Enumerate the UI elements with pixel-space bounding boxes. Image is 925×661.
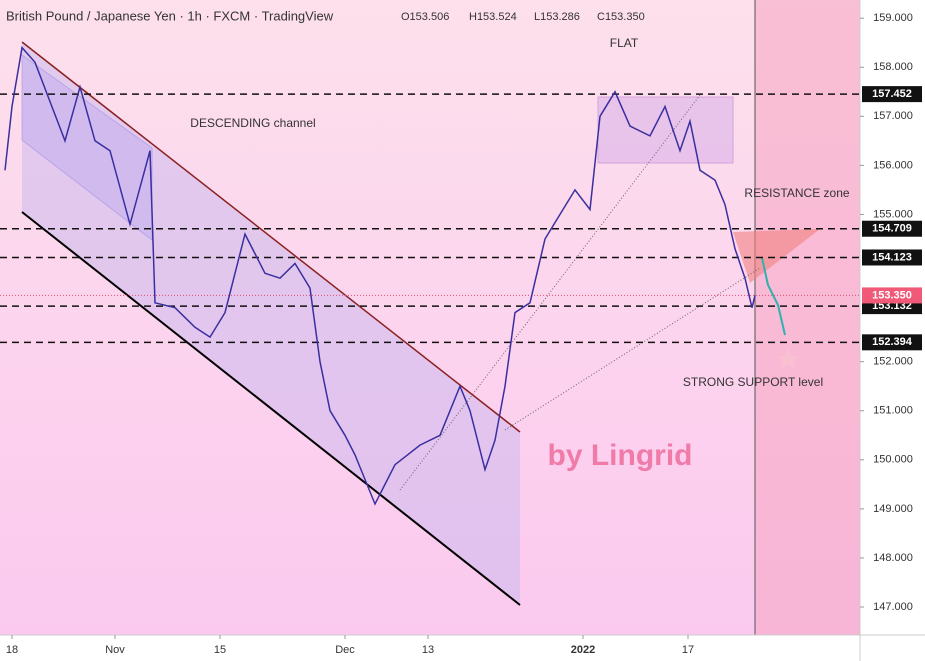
resistance-triangle <box>733 229 820 283</box>
channel-top <box>21 41 521 433</box>
price-line <box>4 45 756 506</box>
x-tick-label: 13 <box>422 644 434 656</box>
price-label: 153.350 <box>872 289 912 301</box>
annotation: RESISTANCE zone <box>744 186 849 200</box>
y-tick-label: 155.000 <box>873 208 913 220</box>
future-zone <box>755 0 860 635</box>
projection-arrow <box>761 257 786 336</box>
x-tick-label: 17 <box>682 644 694 656</box>
channel-bottom <box>21 211 521 606</box>
y-tick-label: 148.000 <box>873 552 913 564</box>
y-tick-label: 157.000 <box>873 110 913 122</box>
y-tick-label: 159.000 <box>873 12 913 24</box>
x-axis-panel <box>0 635 925 661</box>
y-axis-panel <box>860 0 925 661</box>
small-channel <box>21 54 153 242</box>
level-label: 157.452 <box>872 88 912 100</box>
ohlc: O153.506 <box>401 11 449 23</box>
level-tag <box>862 220 922 237</box>
x-tick-label: 2022 <box>571 644 595 656</box>
level-label: 154.709 <box>872 223 912 235</box>
watermark: by Lingrid <box>548 439 693 472</box>
y-tick-label: 149.000 <box>873 503 913 515</box>
level-tag <box>862 249 922 266</box>
y-tick-label: 147.000 <box>873 601 913 613</box>
ohlc: H153.524 <box>469 11 517 23</box>
price-tag <box>862 287 922 304</box>
y-tick-label: 150.000 <box>873 454 913 466</box>
y-tick-label: 152.000 <box>873 356 913 368</box>
target-star <box>777 348 799 369</box>
annotation: FLAT <box>610 36 639 50</box>
x-tick-label: 15 <box>214 644 226 656</box>
chart-title: British Pound / Japanese Yen · 1h · FXCM… <box>6 8 334 23</box>
y-tick-label: 151.000 <box>873 405 913 417</box>
level-label: 154.123 <box>872 251 912 263</box>
annotation: DESCENDING channel <box>190 116 315 130</box>
annotation: STRONG SUPPORT level <box>683 375 823 389</box>
ohlc: C153.350 <box>597 11 645 23</box>
level-label: 152.394 <box>872 336 913 348</box>
x-tick-label: 18 <box>6 644 18 656</box>
x-tick-label: Nov <box>105 644 125 656</box>
x-tick-label: Dec <box>335 644 355 656</box>
ohlc: L153.286 <box>534 11 580 23</box>
level-tag <box>862 86 922 103</box>
y-tick-label: 156.000 <box>873 159 913 171</box>
y-tick-label: 158.000 <box>873 61 913 73</box>
level-tag <box>862 334 922 351</box>
